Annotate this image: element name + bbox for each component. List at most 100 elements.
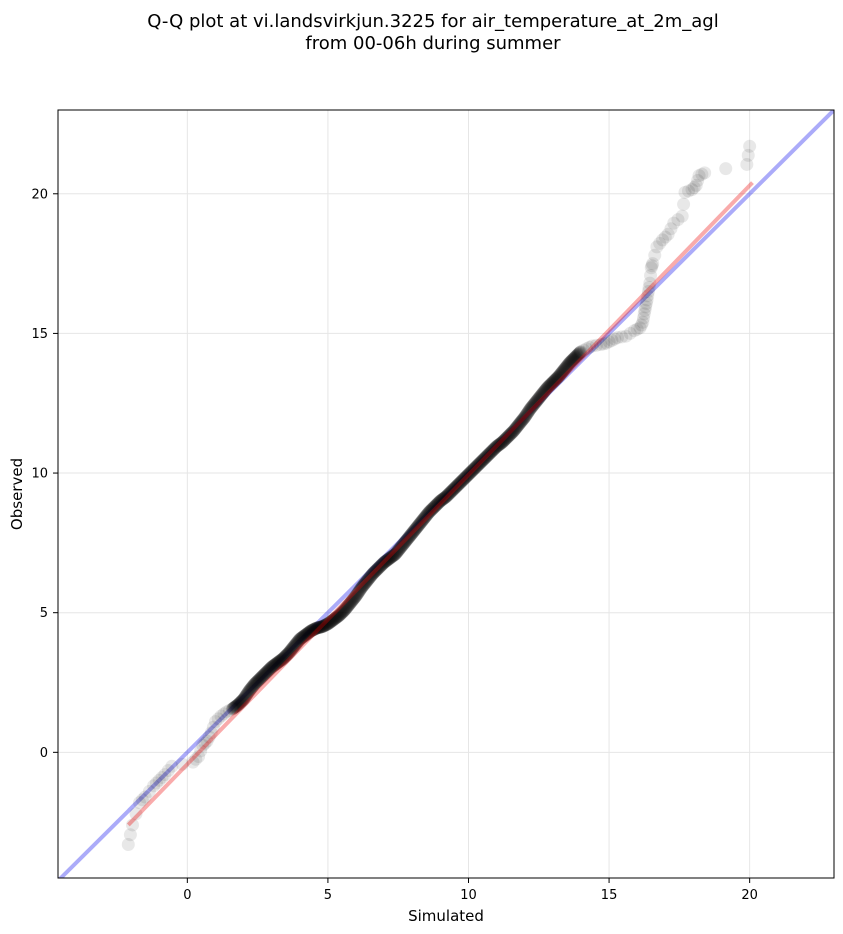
qq-point [432, 496, 446, 510]
qq-point [318, 618, 332, 632]
qq-point [289, 637, 303, 651]
qq-point [646, 257, 660, 271]
qq-point [363, 571, 377, 585]
qq-point [401, 532, 415, 546]
qq-point [371, 561, 385, 575]
qq-point [346, 592, 360, 606]
qq-point [244, 682, 258, 696]
qq-point [333, 607, 347, 621]
qq-point [536, 386, 550, 400]
qq-point [484, 446, 498, 460]
qq-point [288, 639, 302, 653]
qq-point [426, 501, 440, 515]
qq-point [297, 629, 311, 643]
qq-point [276, 652, 290, 666]
qq-point [488, 442, 502, 456]
qq-point [520, 407, 534, 421]
qq-point [440, 489, 454, 503]
qq-point [247, 678, 261, 692]
qq-point [290, 635, 304, 649]
qq-point [298, 628, 312, 642]
qq-point [243, 683, 257, 697]
qq-point [416, 513, 430, 527]
qq-point [331, 609, 345, 623]
qq-point [382, 552, 396, 566]
qq-point [496, 435, 510, 449]
qq-point [274, 654, 288, 668]
qq-point [426, 502, 440, 516]
qq-point [474, 455, 488, 469]
qq-point [554, 367, 568, 381]
qq-point [449, 480, 463, 494]
qq-point [599, 336, 613, 350]
qq-point [378, 555, 392, 569]
qq-point [376, 557, 390, 571]
qq-point [434, 494, 448, 508]
qq-point [658, 230, 672, 244]
qq-point [392, 543, 406, 557]
qq-point [513, 416, 527, 430]
qq-point [566, 353, 580, 367]
qq-point [226, 702, 240, 716]
qq-point [444, 485, 458, 499]
qq-point [427, 500, 441, 514]
x-tick-label: 10 [460, 888, 477, 903]
qq-point [506, 424, 520, 438]
qq-point [552, 369, 566, 383]
qq-point [551, 370, 565, 384]
axes-frame [57, 109, 835, 879]
qq-point [419, 509, 433, 523]
qq-point [740, 157, 754, 171]
qq-point [321, 617, 335, 631]
qq-point [444, 485, 458, 499]
qq-point [421, 506, 435, 520]
qq-point [409, 521, 423, 535]
qq-point [636, 315, 650, 329]
qq-point [619, 329, 633, 343]
qq-point [489, 440, 503, 454]
qq-point [515, 413, 529, 427]
qq-point [510, 420, 524, 434]
qq-point [282, 645, 296, 659]
qq-point [256, 669, 270, 683]
qq-point [269, 657, 283, 671]
qq-point [437, 491, 451, 505]
qq-point [477, 452, 491, 466]
qq-point [231, 698, 245, 712]
qq-point [292, 634, 306, 648]
qq-point [394, 541, 408, 555]
qq-point [353, 582, 367, 596]
qq-point [260, 665, 274, 679]
qq-point [549, 372, 563, 386]
qq-point [463, 466, 477, 480]
qq-point [528, 396, 542, 410]
qq-point [265, 660, 279, 674]
qq-point [685, 183, 699, 197]
qq-point [319, 618, 333, 632]
qq-point [335, 606, 349, 620]
qq-point [355, 580, 369, 594]
qq-point [299, 627, 313, 641]
qq-point [378, 555, 392, 569]
qq-point [504, 426, 518, 440]
qq-point [457, 471, 471, 485]
qq-point [258, 667, 272, 681]
qq-point [519, 408, 533, 422]
qq-point [376, 556, 390, 570]
qq-point [365, 568, 379, 582]
qq-point [396, 538, 410, 552]
x-tick-label: 20 [741, 888, 758, 903]
qq-point [295, 630, 309, 644]
qq-point [388, 547, 402, 561]
qq-point [252, 673, 266, 687]
qq-point [535, 388, 549, 402]
qq-point [555, 365, 569, 379]
qq-point [513, 417, 527, 431]
qq-point [525, 399, 539, 413]
qq-point [232, 697, 246, 711]
qq-point [211, 712, 225, 726]
qq-point [530, 394, 544, 408]
qq-point [539, 382, 553, 396]
qq-point [457, 472, 471, 486]
qq-point [560, 359, 574, 373]
